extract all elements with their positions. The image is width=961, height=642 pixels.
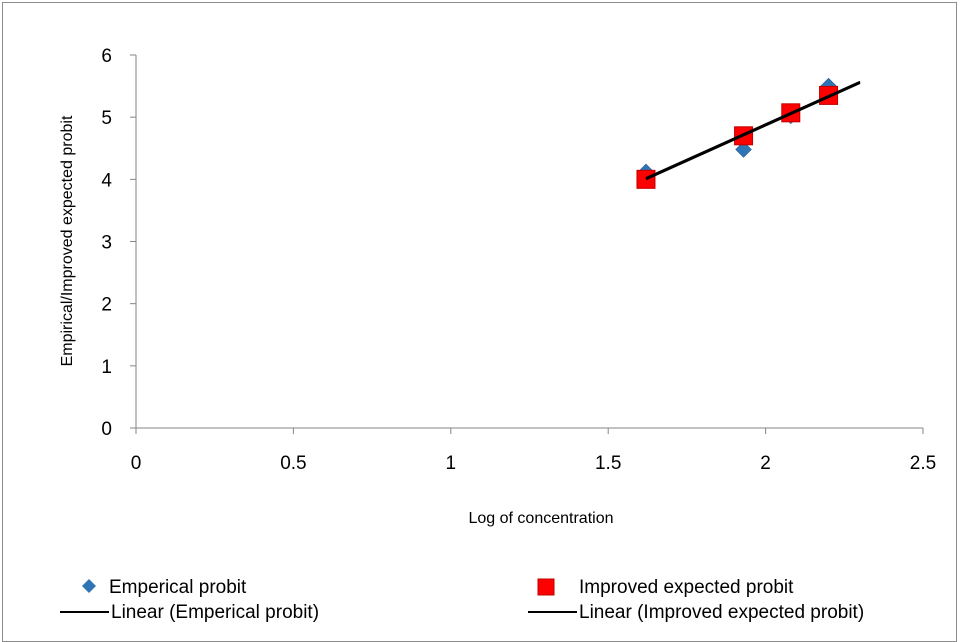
legend-item-improved: Improved expected probit [538,577,794,598]
y-tick-label: 3 [101,233,112,254]
legend-item-linear-empirical: Linear (Emperical probit) [60,602,319,623]
y-tick-label: 0 [101,419,112,440]
trend-lines [646,82,860,180]
x-tick-label: 1 [446,453,457,474]
trendline-0 [646,82,860,178]
y-tick-label: 6 [101,46,112,67]
markers [637,78,838,188]
x-ticks: 0 0.5 1 1.5 2 2.5 [131,428,937,474]
x-tick-label: 2.5 [910,453,936,474]
legend-square-marker [538,579,554,595]
legend-label-improved: Improved expected probit [579,577,794,598]
legend: Emperical probit Improved expected probi… [60,577,864,623]
x-tick-label: 0 [131,453,142,474]
x-tick-label: 1.5 [595,453,621,474]
x-axis-title: Log of concentration [469,510,614,527]
trendline-1 [646,83,860,179]
y-tick-label: 4 [101,170,112,191]
axes [136,55,923,428]
legend-label-linear-empirical: Linear (Emperical probit) [111,602,319,623]
y-axis-title: Empirical/Improved expected probit [59,115,76,366]
chart-svg: 0 1 2 3 4 5 6 0 0.5 1 1.5 2 2.5 Log of concentratio… [0,0,961,625]
legend-diamond-marker [82,579,96,593]
x-tick-label: 0.5 [280,453,306,474]
y-tick-label: 2 [101,295,112,316]
y-tick-label: 1 [101,357,112,378]
y-ticks: 0 1 2 3 4 5 6 [101,46,136,440]
legend-label-linear-improved: Linear (Improved expected probit) [579,602,864,623]
x-tick-label: 2 [760,453,771,474]
y-tick-label: 5 [101,108,112,129]
legend-label-empirical: Emperical probit [109,577,247,598]
legend-item-linear-improved: Linear (Improved expected probit) [528,602,864,623]
legend-item-empirical: Emperical probit [82,577,247,598]
